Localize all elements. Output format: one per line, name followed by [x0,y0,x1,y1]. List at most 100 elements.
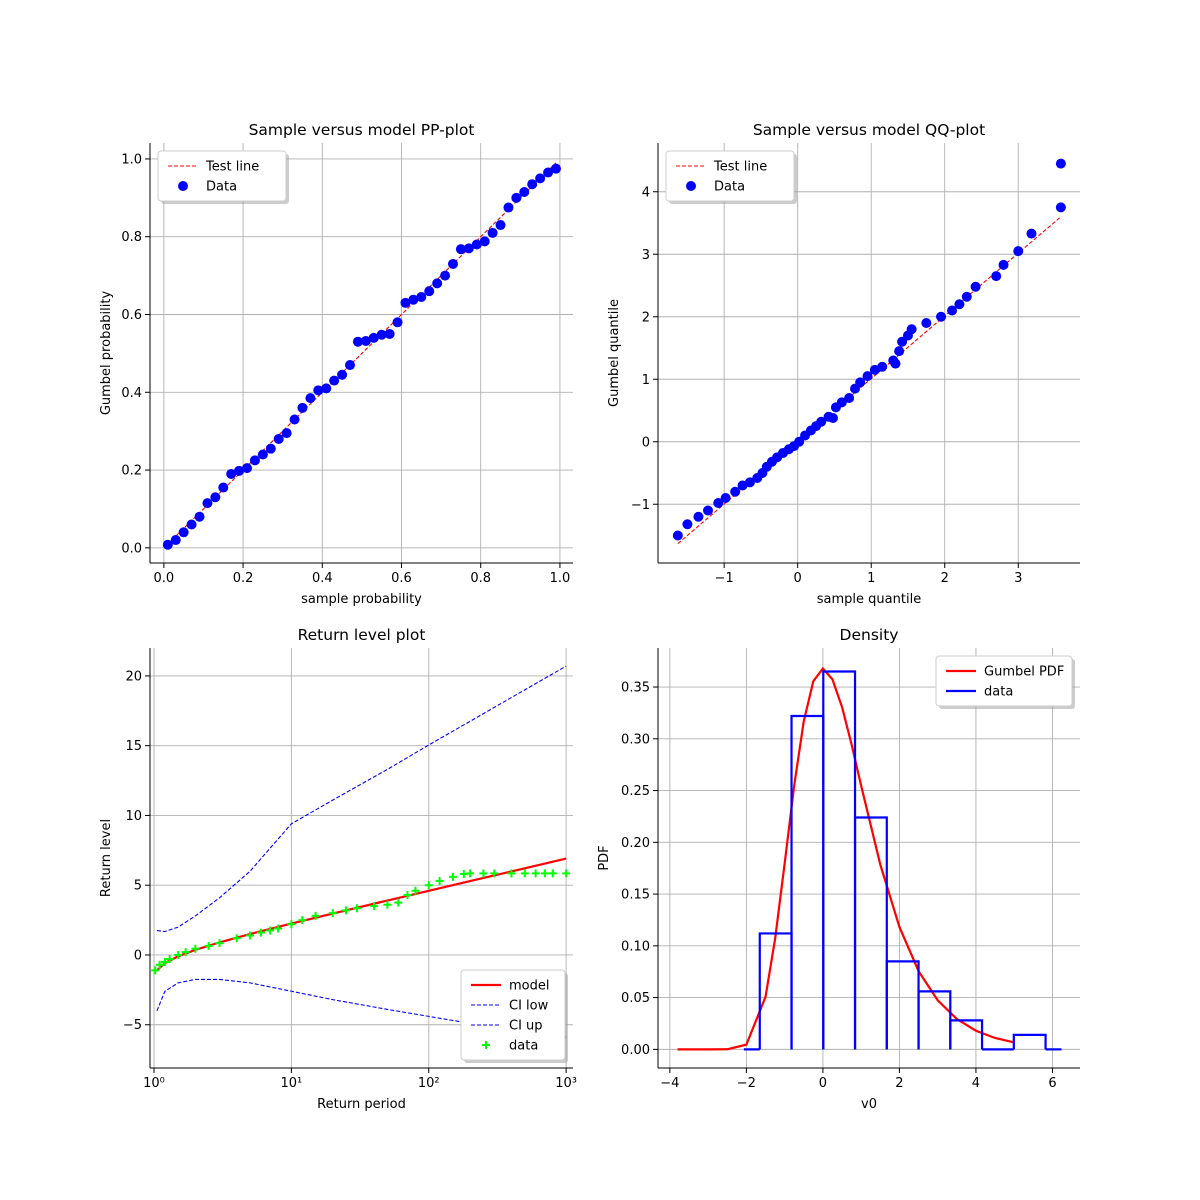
data-point [424,881,433,890]
data-point [165,955,174,964]
data-point [471,239,482,250]
y-tick-label: 2 [642,310,650,325]
data-point [311,911,320,920]
y-tick-label: 0 [642,435,650,450]
x-tick-label: 0 [819,1076,827,1091]
y-tick-label: 0.30 [621,732,650,747]
data-point [1026,228,1037,239]
data-point [961,291,972,302]
data-point [816,416,827,427]
legend-swatch [178,181,188,191]
data-point [424,286,435,297]
y-tick-label: 0.10 [621,939,650,954]
y-tick-label: 20 [125,669,142,684]
data-point [487,227,498,238]
data-point [906,324,917,335]
data-point [403,890,412,899]
data-point [1055,202,1066,213]
data-point [174,950,183,959]
data-point [890,358,901,369]
data-point [160,957,169,966]
y-tick-label: 0.20 [621,836,650,851]
data-point [313,385,324,396]
data-point [368,332,379,343]
data-point [862,371,873,382]
x-tick-label: −4 [660,1076,679,1091]
data-point [321,383,332,394]
data-point [266,926,275,935]
legend-label: data [984,685,1013,700]
data-point [337,369,348,380]
data-point [384,328,395,339]
legend-label: Gumbel PDF [984,665,1064,680]
chart-title: Sample versus model QQ-plot [753,121,985,139]
x-tick-label: 0.2 [233,571,254,586]
x-tick-label: 1.0 [550,571,571,586]
data-point [400,297,411,308]
data-point [744,477,755,488]
data-point [376,329,387,340]
data-point [877,361,888,372]
data-point [416,292,427,302]
y-tick-label: 3 [642,248,650,263]
legend-label: model [509,979,549,994]
data-point [370,902,379,911]
dashed-line [156,665,567,933]
data-point [794,436,805,447]
chart-title: Return level plot [298,626,426,644]
y-tick-label: −1 [631,498,650,513]
data-point [234,465,245,476]
data-point [970,281,981,292]
y-axis-label: Gumbel quantile [607,299,622,407]
data-point [844,393,855,403]
data-point [936,311,947,322]
legend-label: CI low [509,999,549,1014]
dashed-line [167,162,557,545]
data-point [305,393,316,404]
data-point [257,449,268,460]
data-point [827,413,838,423]
data-point [345,360,356,371]
x-tick-label: 10¹ [281,1076,303,1091]
histogram-bar [853,816,888,1050]
data-point [954,299,965,310]
data-point [702,505,713,516]
data-point [1055,158,1066,169]
data-point [466,869,475,878]
data-point [693,511,704,522]
data-point [447,258,458,269]
data-point [947,305,958,316]
legend: Gumbel PDF data [935,655,1075,709]
data-point [242,463,253,474]
data-point [479,236,490,247]
y-tick-label: 5 [134,879,142,894]
y-axis-label: PDF [597,845,612,870]
data-point [519,187,530,197]
data-point [274,924,283,933]
data-point [202,498,213,509]
data-point [550,163,561,174]
legend: Test line Data [157,150,289,204]
y-tick-label: 1 [642,373,650,388]
data-point [432,278,443,289]
data-point [730,486,741,497]
legend-swatch [482,1041,490,1049]
data-point [249,455,260,466]
histogram-bar [1012,1033,1047,1050]
data-point [897,336,908,347]
data-point [511,192,522,203]
data-point [151,966,160,975]
histogram-bar [917,990,952,1050]
x-tick-label: 2 [941,571,949,586]
data-point [394,898,403,907]
legend: model CI low CI up data [460,969,568,1063]
data-point [281,428,292,439]
data-point [991,271,1002,282]
x-tick-label: −2 [737,1076,756,1091]
data-point [455,244,466,255]
data-point [998,259,1009,270]
data-point [298,916,307,925]
x-tick-label: 0.4 [312,571,333,586]
data-point [170,535,181,546]
y-tick-label: 0.0 [121,541,142,556]
